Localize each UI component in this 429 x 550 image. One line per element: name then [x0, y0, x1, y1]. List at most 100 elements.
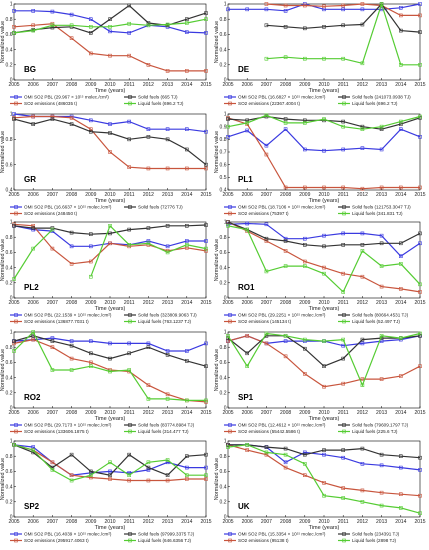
data-point-solid — [283, 24, 288, 29]
legend-entry-omi: OMI SO2 PBL (16.6827 × 10¹⁵ molec./cm²) — [238, 95, 326, 100]
data-point-omi — [379, 463, 384, 468]
data-point-omi — [264, 7, 269, 12]
data-point-solid — [204, 364, 208, 369]
data-point-liquid — [283, 121, 288, 125]
data-point-omi — [185, 127, 189, 131]
y-axis-label: Normalized value — [0, 458, 6, 501]
data-point-so2 — [108, 150, 112, 154]
y-tick-label: 0.2 — [220, 281, 227, 287]
legend-entry-solid: Solid fuels (234391 TJ) — [352, 532, 400, 537]
data-point-liquid — [302, 264, 307, 268]
data-point-liquid — [322, 271, 326, 276]
data-point-liquid — [226, 224, 230, 228]
data-point-liquid — [127, 21, 131, 26]
y-tick-label: 0.8 — [6, 17, 13, 23]
data-point-so2 — [89, 259, 93, 264]
data-point-omi — [204, 31, 208, 35]
legend-marker-liquid — [128, 429, 132, 434]
y-tick-label: 0.8 — [220, 17, 227, 23]
data-point-solid — [89, 351, 93, 356]
x-tick-label: 2015 — [414, 192, 425, 198]
data-point-so2 — [341, 3, 346, 8]
data-point-solid — [12, 224, 16, 228]
x-tick-label: 2008 — [66, 192, 77, 198]
legend-marker-solid — [128, 423, 132, 427]
legend-entry-so2: SO2 emissions (95138 t) — [238, 538, 289, 543]
y-axis-label: Normalized value — [0, 21, 6, 64]
series-line-liquid — [13, 330, 206, 401]
series-line-so2 — [227, 221, 421, 293]
data-point-solid — [146, 135, 151, 139]
data-point-so2 — [69, 36, 74, 41]
data-point-so2 — [165, 478, 170, 483]
y-tick-label: 0.2 — [220, 63, 227, 69]
legend-entry-solid: Solid fuels (72776 TJ) — [138, 205, 183, 210]
legend-marker-omi — [14, 313, 18, 317]
data-point-liquid — [204, 17, 208, 22]
data-point-liquid — [245, 121, 249, 125]
data-point-solid — [12, 117, 16, 121]
data-point-liquid — [204, 246, 208, 251]
y-tick-label: 0.2 — [220, 391, 227, 397]
legend-entry-so2: SO2 emissions (295917.4063 t) — [24, 538, 89, 543]
legend-marker-solid — [342, 313, 346, 317]
legend-marker-liquid — [128, 101, 132, 106]
data-point-so2 — [89, 127, 93, 131]
y-axis-label: Normalized value — [214, 458, 220, 501]
data-point-liquid — [108, 369, 112, 374]
legend-entry-omi: OMI SO2 PBL (16.6637 × 10¹⁵ molec./cm²) — [24, 205, 112, 210]
x-tick-label: 2009 — [85, 300, 96, 306]
panel-label: BG — [24, 65, 36, 74]
x-tick-label: 2006 — [28, 82, 39, 88]
legend-entry-so2: SO2 emissions (486035 t) — [24, 101, 78, 106]
data-point-solid — [264, 23, 269, 28]
x-tick-label: 2013 — [162, 82, 173, 88]
data-point-so2 — [127, 53, 131, 58]
y-tick-label: 0 — [224, 296, 227, 302]
data-point-liquid — [283, 452, 288, 457]
data-point-omi — [360, 146, 365, 150]
x-tick-label: 2008 — [280, 410, 291, 416]
x-tick-label: 2006 — [242, 410, 253, 416]
x-tick-label: 2008 — [66, 410, 77, 416]
series-line-solid — [266, 3, 421, 33]
chart-panel-sp2: 0 0.2 0.4 0.6 0.8 1 2005 2006 2007 2008 2009 2010 20… — [0, 439, 212, 543]
x-tick-label: 2014 — [181, 82, 192, 88]
series-line-so2 — [266, 3, 420, 16]
data-point-liquid — [322, 117, 326, 121]
legend-marker-solid — [342, 95, 346, 99]
y-tick-label: 0.8 — [6, 137, 13, 143]
x-tick-label: 2010 — [318, 192, 329, 198]
data-point-liquid — [302, 461, 307, 466]
data-point-solid — [418, 30, 422, 34]
y-tick-label: 0.6 — [6, 360, 13, 366]
data-point-so2 — [379, 185, 384, 190]
x-tick-label: 2009 — [299, 300, 310, 306]
data-point-liquid — [245, 227, 249, 232]
data-point-omi — [302, 450, 307, 455]
data-point-solid — [50, 25, 55, 30]
y-tick-label: 0.8 — [6, 235, 13, 241]
series-line-liquid — [227, 444, 421, 514]
data-point-so2 — [69, 116, 74, 120]
data-point-so2 — [322, 185, 326, 190]
x-axis-label: Time (years) — [309, 416, 340, 422]
data-point-omi — [204, 129, 208, 134]
data-point-liquid — [146, 460, 151, 465]
data-point-solid — [185, 17, 189, 22]
data-point-liquid — [264, 331, 269, 336]
data-point-omi — [204, 239, 208, 243]
series-line-so2 — [13, 444, 206, 482]
legend-entry-omi: OMI SO2 PBL (15.3354 × 10¹⁵ molec./cm²) — [238, 532, 326, 537]
y-tick-label: 1 — [224, 220, 227, 226]
data-point-solid — [379, 127, 384, 131]
plot-frame — [227, 3, 421, 81]
data-point-omi — [398, 465, 403, 470]
data-point-liquid — [165, 458, 170, 462]
x-tick-label: 2008 — [66, 519, 77, 525]
data-point-so2 — [146, 166, 151, 171]
data-point-so2 — [89, 51, 93, 56]
data-point-liquid — [418, 62, 422, 67]
data-point-omi — [226, 135, 230, 139]
data-point-solid — [108, 231, 112, 236]
